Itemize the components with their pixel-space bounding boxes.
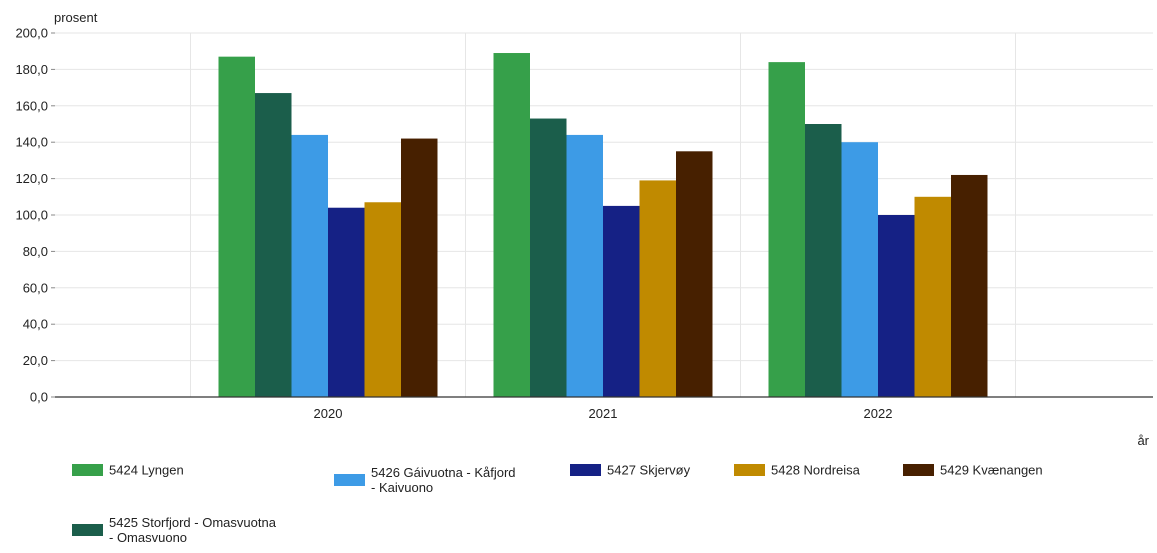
bar[interactable] [914,196,952,397]
y-tick-label: 180,0 [15,62,48,77]
bar[interactable] [401,138,438,397]
legend-swatch [72,464,103,476]
y-tick-label: 160,0 [15,98,48,113]
legend-item[interactable]: 5426 Gáivuotna - Kåfjord- Kaivuono [334,465,516,495]
y-tick-label: 200,0 [15,26,48,41]
bar[interactable] [255,93,292,397]
legend-label: 5426 Gáivuotna - Kåfjord [371,465,516,480]
legend-swatch [334,474,365,486]
legend-label: 5428 Nordreisa [771,463,861,478]
x-tick-label: 2022 [864,406,893,421]
x-tick-label: 2020 [314,406,343,421]
bar[interactable] [218,56,256,397]
x-tick-label: 2021 [589,406,618,421]
legend-swatch [570,464,601,476]
legend-label: 5429 Kvænangen [940,463,1043,478]
y-tick-label: 100,0 [15,208,48,223]
bar[interactable] [805,124,842,397]
y-tick-label: 20,0 [23,353,48,368]
bar[interactable] [493,53,531,398]
y-axis-title: prosent [54,10,98,25]
legend-label: 5424 Lyngen [109,463,184,478]
bar[interactable] [328,207,365,397]
legend-item[interactable]: 5424 Lyngen [72,463,184,478]
y-tick-label: 80,0 [23,244,48,259]
legend-label: 5425 Storfjord - Omasvuotna [109,515,277,530]
y-tick-label: 140,0 [15,135,48,150]
bars [218,53,988,398]
legend-item[interactable]: 5428 Nordreisa [734,463,861,478]
y-tick-label: 40,0 [23,317,48,332]
legend-swatch [72,524,103,536]
legend-item[interactable]: 5429 Kvænangen [903,463,1043,478]
legend-label: 5427 Skjervøy [607,463,691,478]
bar[interactable] [676,151,713,397]
bar[interactable] [768,62,806,398]
x-axis-title: år [1137,433,1149,448]
legend-item[interactable]: 5425 Storfjord - Omasvuotna- Omasvuono [72,515,277,545]
bar[interactable] [530,118,567,397]
bar[interactable] [566,134,604,398]
y-tick-label: 60,0 [23,280,48,295]
bar[interactable] [951,174,988,397]
bar[interactable] [639,180,677,397]
legend-label: - Omasvuono [109,530,187,545]
bar[interactable] [291,134,329,398]
axes: 0,0 20,0 40,0 60,0 80,0 100,0 120,0 140,0 160,0 1… [15,26,1153,421]
legend-label: - Kaivuono [371,480,433,495]
bar[interactable] [878,215,915,397]
bar[interactable] [603,205,640,397]
legend-item[interactable]: 5427 Skjervøy [570,463,691,478]
bar[interactable] [364,202,402,397]
legend-swatch [903,464,934,476]
y-tick-label: 120,0 [15,171,48,186]
bar[interactable] [841,142,879,397]
y-tick-label: 0,0 [30,390,48,405]
legend-swatch [734,464,765,476]
